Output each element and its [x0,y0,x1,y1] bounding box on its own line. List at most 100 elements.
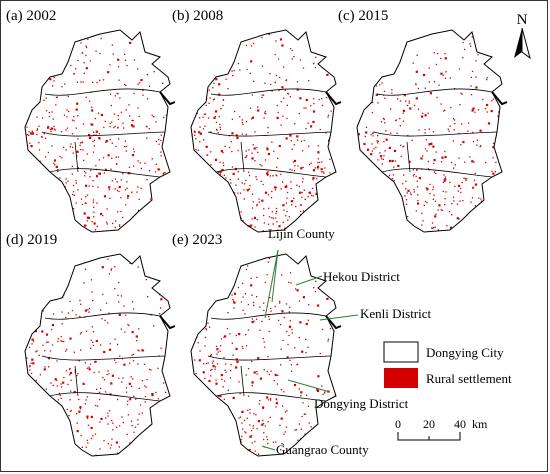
settlement-point [257,109,260,112]
settlement-point [58,214,60,216]
settlement-point [280,364,282,366]
settlement-point [415,210,417,212]
settlement-point [250,277,252,279]
settlement-point [220,338,223,340]
settlement-point [38,354,40,356]
settlement-point [111,121,113,123]
settlement-point [85,330,88,332]
settlement-point [294,165,296,167]
settlement-point [192,283,195,285]
settlement-point [303,189,305,191]
settlement-point [458,184,461,187]
settlement-point [131,191,133,194]
settlement-point [29,162,31,164]
settlement-point [245,150,247,152]
settlement-point [203,410,205,412]
settlement-point [268,330,270,333]
settlement-point [380,27,381,28]
settlement-point [242,347,244,350]
settlement-point [238,446,240,448]
settlement-point [250,60,253,63]
settlement-point [323,392,326,394]
settlement-point [383,141,385,143]
settlement-point [109,447,112,449]
settlement-point [215,398,217,400]
settlement-point [235,202,237,204]
settlement-point [263,208,265,210]
settlement-point [441,209,443,212]
settlement-point [52,454,54,456]
settlement-point [29,163,31,165]
settlement-point [314,259,317,261]
settlement-point [89,136,92,139]
settlement-point [206,418,208,421]
settlement-point [217,252,218,253]
settlement-point [224,275,227,277]
settlement-point [261,37,263,39]
settlement-point [37,433,39,436]
settlement-point [218,93,221,96]
settlement-point [123,363,126,366]
settlement-point [193,194,195,196]
settlement-point [81,142,83,144]
settlement-point [470,76,472,78]
settlement-point [161,193,163,195]
settlement-point [201,292,205,295]
settlement-point [316,178,318,180]
settlement-point [23,345,24,346]
settlement-point [310,105,312,107]
settlement-point [27,182,29,184]
settlement-point [155,181,157,183]
settlement-point [202,31,204,33]
settlement-point [211,439,213,441]
settlement-point [204,440,206,443]
settlement-point [139,404,142,406]
settlement-point [49,350,52,352]
settlement-point [251,94,253,96]
settlement-point [320,171,323,173]
settlement-point [289,359,291,362]
settlement-point [328,222,330,224]
settlement-point [298,112,300,115]
settlement-point [117,58,120,61]
settlement-point [114,178,117,180]
settlement-point [250,284,253,287]
settlement-point [204,87,206,89]
settlement-point [403,94,406,97]
settlement-point [491,170,493,172]
settlement-point [449,125,451,127]
settlement-point [45,333,49,336]
settlement-point [231,132,234,135]
settlement-point [131,453,133,455]
settlement-point [87,424,90,426]
settlement-point [129,262,131,265]
settlement-point [312,195,314,197]
settlement-point [142,94,144,96]
settlement-point [309,220,312,223]
settlement-point [437,209,439,211]
settlement-point [268,257,271,260]
settlement-point [37,46,39,48]
settlement-point [355,181,356,182]
settlement-point [51,262,53,264]
settlement-point [194,229,196,231]
settlement-point [169,406,170,408]
settlement-point [252,201,254,203]
settlement-point [416,186,419,188]
settlement-point [47,151,49,154]
settlement-point [81,203,84,206]
settlement-point [218,83,221,86]
settlement-point [415,83,417,86]
settlement-point [83,212,86,215]
settlement-point [44,417,46,419]
settlement-point [155,454,157,456]
settlement-point [40,453,42,455]
settlement-point [188,70,190,72]
settlement-point [299,321,302,324]
settlement-point [252,301,255,304]
river-mouth [159,315,176,330]
settlement-point [48,111,50,114]
settlement-point [288,334,290,337]
settlement-point [164,411,166,413]
settlement-point [50,436,52,438]
